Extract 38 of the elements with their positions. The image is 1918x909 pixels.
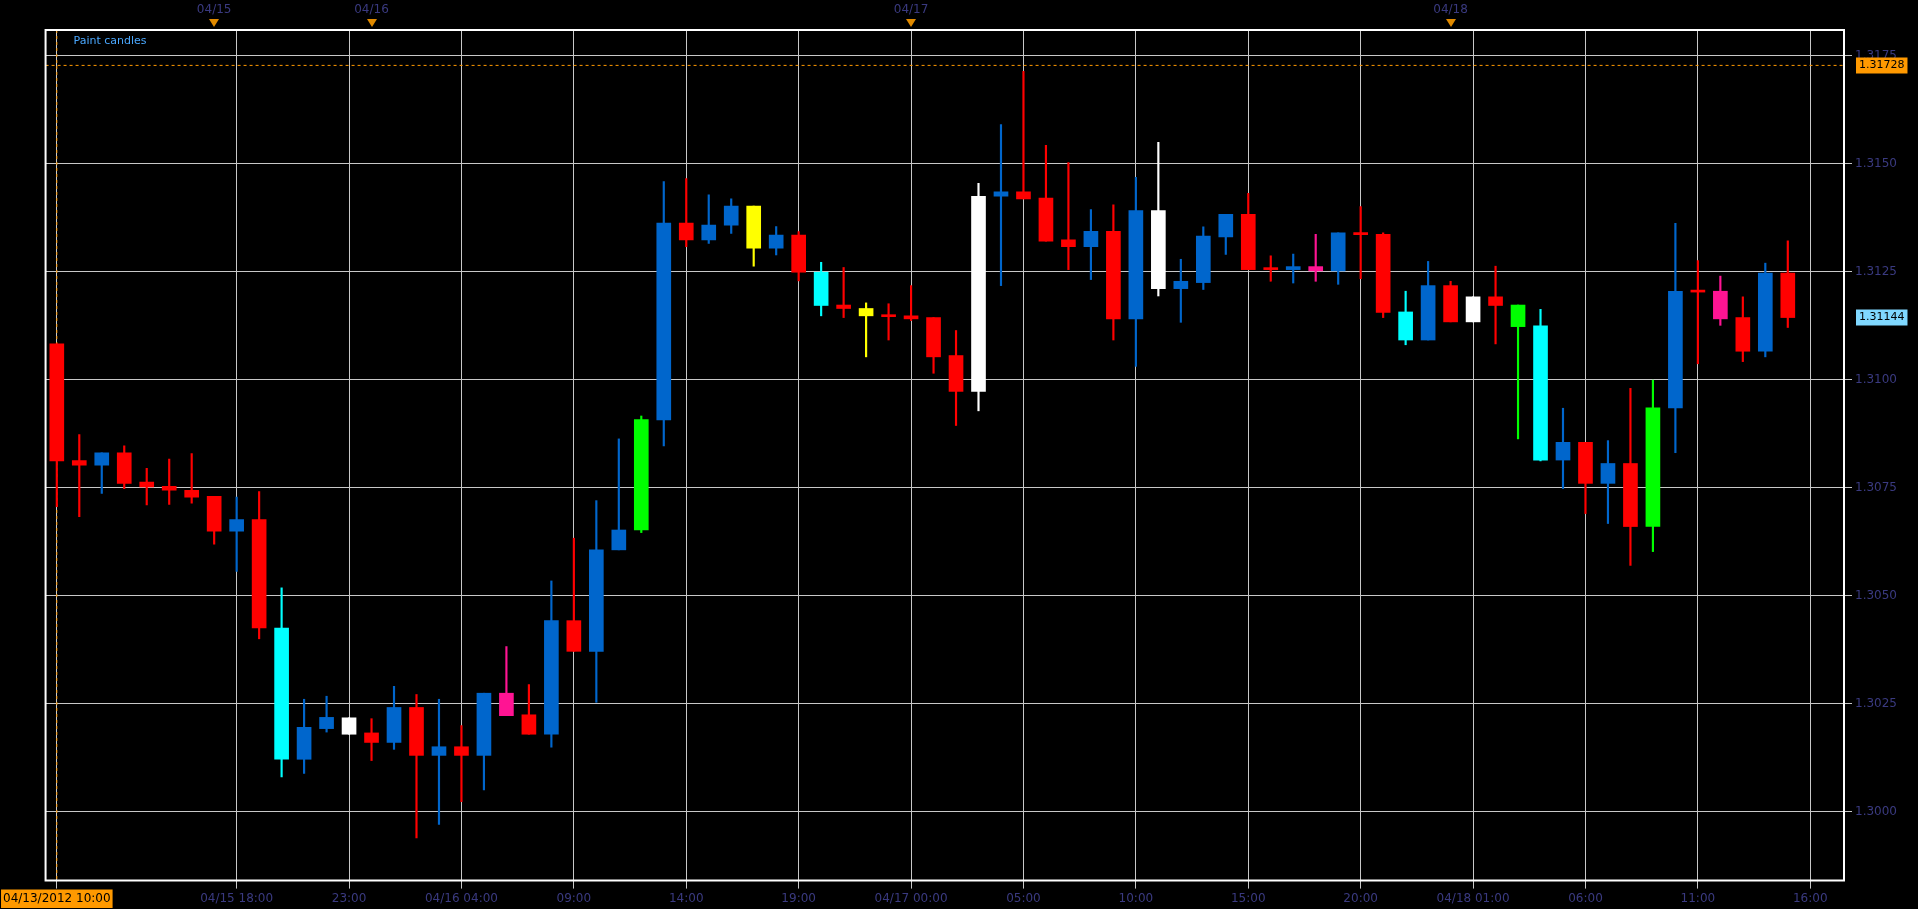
x-tick-label: 23:00 (331, 890, 367, 905)
text: 04/16 (354, 2, 389, 17)
x-tick-label: 04/13/2012 10:00 (3, 890, 111, 905)
y-tick-label: 1.3100 (1855, 371, 1897, 386)
x-tick-label: 11:00 (1680, 890, 1716, 905)
y-tick-label: 1.3125 (1855, 263, 1897, 278)
x-tick-label: 04/17 00:00 (874, 890, 948, 905)
x-tick-label: 05:00 (1006, 890, 1041, 905)
text: 04/15 (196, 2, 232, 17)
y-tick-label: 1.3000 (1855, 803, 1897, 818)
candlestick (993, 124, 1009, 286)
y-tick-label: 1.3150 (1855, 155, 1897, 170)
x-tick-label: 16:00 (1792, 890, 1828, 905)
x-tick-label: 09:00 (556, 890, 592, 905)
y-tick-label: 1.3075 (1855, 479, 1897, 494)
candlestick (1488, 265, 1503, 345)
x-tick-label: 15:00 (1230, 890, 1266, 905)
text: 1.31144 (1859, 310, 1905, 324)
y-tick-label: 1.3025 (1855, 695, 1897, 710)
candlestick (319, 695, 334, 733)
candlestick (364, 718, 379, 761)
text: 04/18 (1433, 2, 1468, 17)
x-tick-label: 20:00 (1343, 890, 1378, 905)
y-tick-label: 1.3050 (1855, 587, 1897, 602)
candlestick (1016, 71, 1031, 200)
x-tick-label: 06:00 (1568, 890, 1603, 905)
annotation: Paint candles (73, 33, 147, 47)
text: 04/17 (893, 2, 929, 17)
candlestick (454, 725, 469, 802)
candlestick (1061, 162, 1076, 270)
x-tick-label: 04/16 04:00 (424, 890, 498, 905)
x-tick-label: 14:00 (668, 890, 704, 905)
x-tick-label: 04/15 18:00 (200, 890, 274, 905)
x-tick-label: 04/18 01:00 (1436, 890, 1510, 905)
ref-line-label: 1.31728 (1859, 58, 1905, 72)
candlestick (409, 694, 424, 839)
x-tick-label: 10:00 (1118, 890, 1154, 905)
x-tick-label: 19:00 (781, 890, 816, 905)
